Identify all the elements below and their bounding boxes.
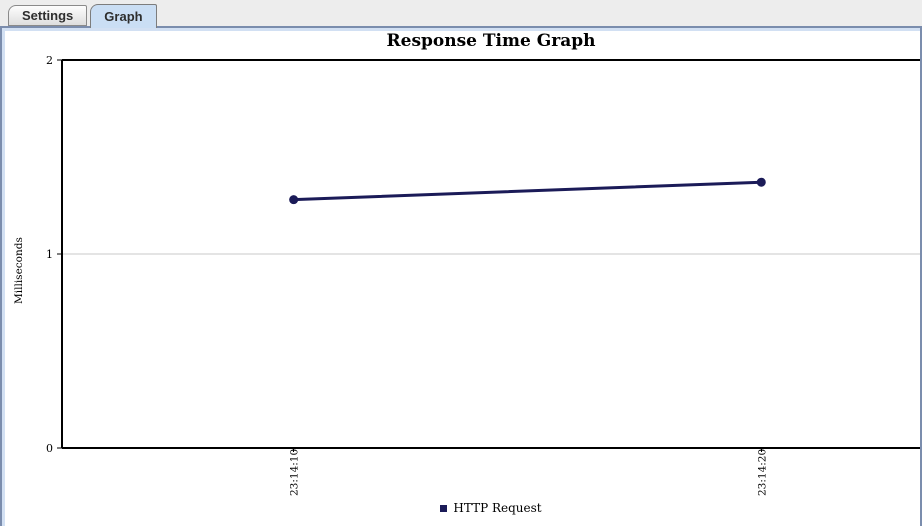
chart-svg: 0 1 2 23:14:10 23:14:20 Milliseconds bbox=[13, 54, 920, 496]
tab-settings[interactable]: Settings bbox=[8, 5, 88, 26]
legend-swatch-icon bbox=[440, 504, 448, 512]
chart-plot-area: 0 1 2 23:14:10 23:14:20 Milliseconds bbox=[2, 28, 920, 526]
y-tick-label: 0 bbox=[46, 442, 53, 455]
chart-legend: HTTP Request bbox=[62, 500, 920, 516]
tab-graph[interactable]: Graph bbox=[90, 4, 157, 28]
y-axis-title: Milliseconds bbox=[13, 237, 25, 304]
legend-label: HTTP Request bbox=[453, 501, 542, 515]
x-tick-label: 23:14:20 bbox=[756, 449, 768, 496]
tab-bar: Settings Graph bbox=[0, 0, 922, 28]
data-point bbox=[289, 195, 299, 205]
x-tick-label: 23:14:10 bbox=[289, 449, 301, 496]
y-tick-label: 1 bbox=[46, 248, 53, 261]
tab-settings-label: Settings bbox=[22, 8, 74, 23]
data-point bbox=[756, 177, 766, 187]
y-tick-label: 2 bbox=[46, 54, 53, 67]
chart-title: Response Time Graph bbox=[386, 31, 596, 51]
series-line bbox=[292, 180, 763, 202]
graph-panel: Response Time Graph 0 1 2 23:14:10 23:14:20 M… bbox=[0, 26, 922, 526]
tab-graph-label: Graph bbox=[104, 9, 143, 24]
